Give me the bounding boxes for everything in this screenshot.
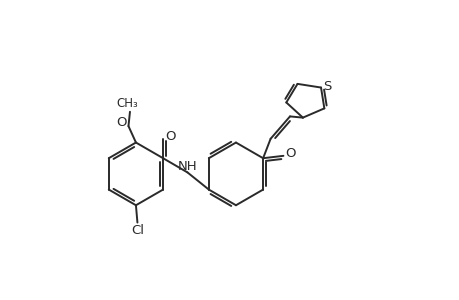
Text: O: O: [165, 130, 175, 143]
Text: O: O: [116, 116, 126, 129]
Text: NH: NH: [178, 160, 197, 173]
Text: Cl: Cl: [131, 224, 144, 237]
Text: CH₃: CH₃: [117, 97, 138, 110]
Text: O: O: [285, 147, 295, 160]
Text: S: S: [323, 80, 331, 92]
